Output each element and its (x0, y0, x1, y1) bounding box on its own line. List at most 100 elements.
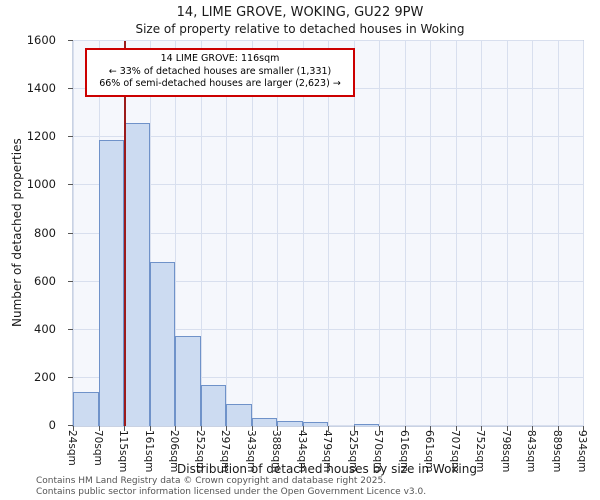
x-tick-label: 434sqm (295, 430, 308, 473)
x-tick-label: 206sqm (168, 430, 180, 473)
gridline-vertical (430, 41, 431, 426)
gridline-vertical (226, 41, 227, 426)
y-tick-label: 1000 (26, 177, 56, 192)
bar (175, 335, 201, 426)
gridline-vertical (481, 41, 482, 426)
y-tick-label: 400 (34, 321, 56, 336)
attribution-line-2: Contains public sector information licen… (36, 486, 427, 497)
gridline-vertical (175, 41, 176, 426)
x-tick-label: 297sqm (219, 430, 231, 473)
y-tick-label: 200 (34, 369, 56, 384)
x-tick-label: 752sqm (474, 430, 486, 473)
x-tick-label: 252sqm (193, 430, 206, 473)
x-tick-label: 570sqm (372, 430, 384, 473)
x-tick-mark (430, 426, 431, 431)
y-tick-mark (68, 88, 73, 90)
gridline-vertical (455, 41, 457, 426)
x-tick-label: 479sqm (321, 430, 333, 473)
y-tick-label: 0 (48, 418, 56, 432)
x-tick-mark (73, 426, 74, 431)
x-tick-mark (328, 426, 329, 431)
y-tick-mark (68, 184, 73, 186)
x-tick-mark (175, 426, 176, 431)
gridline-vertical (532, 41, 533, 426)
x-tick-mark (506, 426, 508, 431)
x-tick-mark (98, 426, 100, 431)
bar (200, 385, 226, 426)
x-tick-mark (404, 426, 406, 431)
annotation-line-3: 66% of semi-detached houses are larger (… (99, 78, 341, 89)
x-tick-label: 24sqm (66, 430, 78, 466)
x-tick-mark (124, 426, 125, 431)
x-tick-mark (583, 426, 584, 431)
x-tick-mark (532, 426, 533, 431)
x-tick-label: 707sqm (448, 430, 461, 473)
bar (124, 122, 150, 426)
bar (353, 423, 379, 426)
x-tick-label: 343sqm (244, 430, 257, 473)
y-tick-mark (68, 136, 73, 138)
gridline-horizontal (73, 40, 583, 41)
x-tick-mark (557, 426, 559, 431)
x-tick-label: 115sqm (117, 430, 129, 473)
chart-title: 14, LIME GROVE, WOKING, GU22 9PW (176, 5, 424, 20)
y-axis: 0 200 400 600 800 1000 1200 1400 1600 (0, 33, 64, 432)
y-tick-mark (68, 376, 73, 378)
chart-subtitle: Size of property relative to detached ho… (135, 22, 465, 36)
gridline-vertical (73, 41, 74, 426)
bar (73, 392, 99, 426)
gridline-vertical (149, 41, 151, 426)
y-tick-mark (68, 232, 73, 234)
gridline-vertical (277, 41, 278, 426)
x-tick-mark (226, 426, 227, 431)
x-tick-label: 661sqm (423, 430, 435, 473)
y-tick-label: 1200 (26, 129, 56, 144)
gridline-vertical (200, 41, 202, 426)
x-tick-mark (251, 426, 253, 431)
plot-area: 14 LIME GROVE: 116sqm ← 33% of detached … (68, 40, 584, 431)
y-tick-label: 800 (34, 225, 56, 240)
y-tick-mark (68, 40, 73, 41)
x-tick-mark (481, 426, 482, 431)
y-tick-label: 1400 (26, 81, 56, 96)
gridline-vertical (404, 41, 406, 426)
attribution-line-1: Contains HM Land Registry data © Crown c… (36, 476, 387, 486)
gridline-vertical (328, 41, 329, 426)
x-tick-mark (277, 426, 278, 431)
x-tick-mark (353, 426, 355, 431)
x-tick-mark (379, 426, 380, 431)
x-tick-label: 798sqm (499, 430, 512, 473)
x-tick-label: 70sqm (91, 430, 104, 466)
bar (277, 421, 303, 426)
bar (149, 262, 175, 426)
x-tick-label: 525sqm (346, 430, 359, 473)
bar (98, 139, 124, 426)
x-tick-label: 388sqm (270, 430, 282, 473)
x-axis: 24sqm 70sqm 115sqm 161sqm 206sqm 252sqm 297sqm… (66, 430, 588, 473)
bar (251, 417, 277, 426)
bar (226, 404, 252, 426)
x-tick-label: 889sqm (550, 430, 563, 473)
x-tick-label: 843sqm (525, 430, 537, 473)
x-tick-mark (149, 426, 151, 431)
x-tick-mark (302, 426, 304, 431)
x-tick-label: 161sqm (142, 430, 155, 473)
gridline-vertical (251, 41, 253, 426)
x-tick-mark (200, 426, 202, 431)
x-tick-label: 616sqm (397, 430, 410, 473)
y-tick-mark (68, 328, 73, 330)
marker-line (123, 41, 126, 426)
attribution-footer: Contains HM Land Registry data © Crown c… (36, 476, 426, 497)
y-tick-label: 1600 (26, 33, 56, 47)
bar (302, 422, 328, 426)
gridline-vertical (557, 41, 559, 426)
annotation-box: 14 LIME GROVE: 116sqm ← 33% of detached … (85, 48, 355, 97)
gridline-vertical (302, 41, 304, 426)
y-tick-mark (68, 280, 73, 282)
annotation-line-2: ← 33% of detached houses are smaller (1,… (108, 65, 332, 77)
gridline-vertical (379, 41, 380, 426)
x-tick-mark (455, 426, 457, 431)
gridline-vertical (506, 41, 508, 426)
annotation-line-1: 14 LIME GROVE: 116sqm (160, 53, 280, 64)
